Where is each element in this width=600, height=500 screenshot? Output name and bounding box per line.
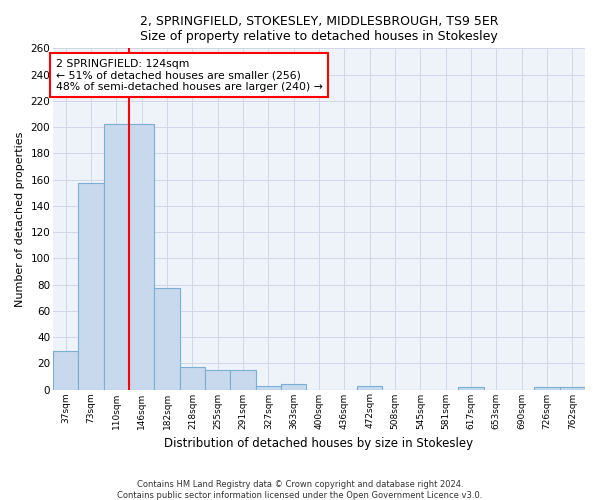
Bar bbox=[230, 370, 256, 390]
Bar bbox=[205, 370, 230, 390]
Bar bbox=[53, 352, 79, 390]
Bar bbox=[535, 387, 560, 390]
Y-axis label: Number of detached properties: Number of detached properties bbox=[15, 131, 25, 306]
Bar bbox=[458, 387, 484, 390]
X-axis label: Distribution of detached houses by size in Stokesley: Distribution of detached houses by size … bbox=[164, 437, 473, 450]
Bar bbox=[281, 384, 307, 390]
Bar bbox=[357, 386, 382, 390]
Bar bbox=[256, 386, 281, 390]
Text: 2 SPRINGFIELD: 124sqm
← 51% of detached houses are smaller (256)
48% of semi-det: 2 SPRINGFIELD: 124sqm ← 51% of detached … bbox=[56, 58, 323, 92]
Bar bbox=[104, 124, 129, 390]
Bar bbox=[180, 367, 205, 390]
Text: Contains HM Land Registry data © Crown copyright and database right 2024.
Contai: Contains HM Land Registry data © Crown c… bbox=[118, 480, 482, 500]
Bar bbox=[79, 184, 104, 390]
Title: 2, SPRINGFIELD, STOKESLEY, MIDDLESBROUGH, TS9 5ER
Size of property relative to d: 2, SPRINGFIELD, STOKESLEY, MIDDLESBROUGH… bbox=[140, 15, 498, 43]
Bar bbox=[129, 124, 154, 390]
Bar bbox=[560, 387, 585, 390]
Bar bbox=[154, 288, 180, 390]
